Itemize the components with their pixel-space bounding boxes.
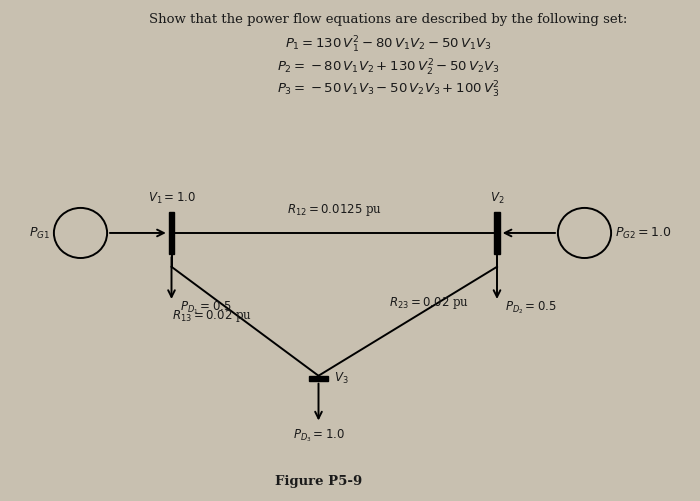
Text: $P_{D_2} = 0.5$: $P_{D_2} = 0.5$ [505,299,557,316]
Text: Show that the power flow equations are described by the following set:: Show that the power flow equations are d… [149,13,628,26]
Text: $P_{D_1} = 0.5$: $P_{D_1} = 0.5$ [180,299,232,316]
Bar [169,212,174,254]
Bar [494,212,500,254]
Text: $R_{12} = 0.0125$ pu: $R_{12} = 0.0125$ pu [287,202,382,218]
Text: $V_3$: $V_3$ [334,371,349,386]
Text: $P_1 = 130\,V_1^2 - 80\,V_1V_2 - 50\,V_1V_3$: $P_1 = 130\,V_1^2 - 80\,V_1V_2 - 50\,V_1… [285,35,492,55]
Bar [309,376,328,381]
Text: $V_1 = 1.0$: $V_1 = 1.0$ [148,190,195,206]
Text: Figure P5-9: Figure P5-9 [275,475,362,488]
Text: $R_{23} = 0.02$ pu: $R_{23} = 0.02$ pu [389,295,468,311]
Text: $P_{G1}$: $P_{G1}$ [29,225,50,240]
Text: $P_3 = -50\,V_1V_3 - 50\,V_2V_3 + 100\,V_3^2$: $P_3 = -50\,V_1V_3 - 50\,V_2V_3 + 100\,V… [277,80,500,100]
Text: $P_{D_3} = 1.0$: $P_{D_3} = 1.0$ [293,427,344,444]
Text: $P_2 = -80\,V_1V_2 + 130\,V_2^2 - 50\,V_2V_3$: $P_2 = -80\,V_1V_2 + 130\,V_2^2 - 50\,V_… [277,58,500,78]
Text: $V_2$: $V_2$ [490,190,504,206]
Text: $P_{G2} = 1.0$: $P_{G2} = 1.0$ [615,225,671,240]
Text: $R_{13} = 0.02$ pu: $R_{13} = 0.02$ pu [172,308,251,324]
